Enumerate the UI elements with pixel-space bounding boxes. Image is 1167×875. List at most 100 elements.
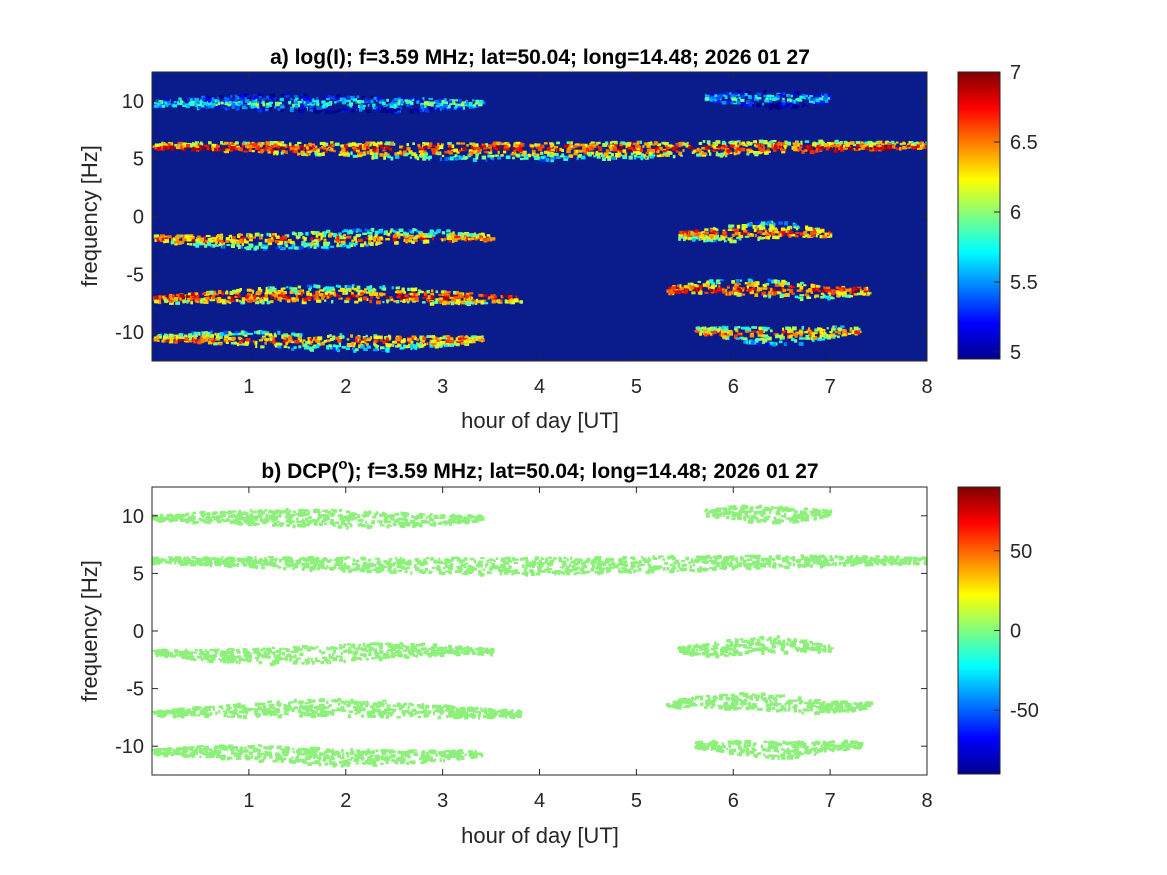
spectrogram-cell bbox=[234, 295, 238, 298]
spectrogram-cell bbox=[447, 296, 450, 300]
spectrogram-cell bbox=[447, 142, 452, 145]
spectrogram-cell bbox=[415, 287, 418, 291]
spectrogram-cell bbox=[393, 519, 398, 523]
spectrogram-cell bbox=[378, 335, 383, 340]
spectrogram-cell bbox=[680, 141, 685, 146]
spectrogram-cell bbox=[840, 325, 845, 328]
spectrogram-cell bbox=[449, 156, 455, 161]
spectrogram-cell bbox=[335, 96, 340, 101]
spectrogram-cell bbox=[273, 143, 278, 148]
spectrogram-cell bbox=[370, 522, 375, 525]
spectrogram-cell bbox=[533, 155, 539, 158]
spectrogram-cell bbox=[320, 235, 323, 240]
spectrogram-cell bbox=[762, 338, 768, 343]
spectrogram-cell bbox=[437, 342, 442, 347]
spectrogram-cell bbox=[189, 236, 193, 240]
spectrogram-cell bbox=[397, 343, 400, 348]
spectrogram-cell bbox=[815, 234, 818, 238]
spectrogram-cell bbox=[757, 225, 762, 228]
spectrogram-cell bbox=[316, 241, 319, 244]
spectrogram-cell bbox=[302, 242, 308, 247]
spectrogram-cell bbox=[464, 339, 468, 343]
spectrogram-cell bbox=[711, 330, 717, 334]
spectrogram-cell bbox=[462, 520, 467, 523]
spectrogram-cell bbox=[546, 153, 551, 157]
spectrogram-cell bbox=[740, 92, 744, 95]
spectrogram-cell bbox=[731, 97, 737, 101]
spectrogram-cell bbox=[221, 291, 225, 296]
spectrogram-cell bbox=[375, 145, 379, 148]
spectrogram-cell bbox=[391, 286, 394, 290]
spectrogram-cell bbox=[561, 153, 564, 157]
spectrogram-cell bbox=[462, 155, 465, 158]
spectrogram-cell bbox=[294, 148, 298, 152]
spectrogram-cell bbox=[281, 335, 285, 339]
spectrogram-cell bbox=[303, 93, 307, 97]
spectrogram-cell bbox=[353, 513, 358, 516]
spectrogram-cell bbox=[780, 147, 783, 151]
spectrogram-cell bbox=[749, 333, 755, 338]
spectrogram-cell bbox=[857, 288, 860, 292]
spectrogram-cell bbox=[845, 143, 850, 147]
spectrogram-cell bbox=[176, 145, 180, 150]
spectrogram-cell bbox=[297, 285, 301, 289]
spectrogram-cell bbox=[365, 237, 369, 240]
spectrogram-cell bbox=[307, 337, 312, 341]
spectrogram-cell bbox=[255, 344, 258, 348]
spectrogram-cell bbox=[270, 286, 275, 289]
spectrogram-cell bbox=[303, 108, 308, 111]
spectrogram-cell bbox=[350, 513, 356, 517]
spectrogram-cell bbox=[655, 147, 660, 151]
spectrogram-cell bbox=[255, 96, 259, 99]
spectrogram-cell bbox=[379, 153, 384, 157]
panel-b-title-superscript: o bbox=[338, 456, 347, 473]
spectrogram-cell bbox=[748, 340, 751, 345]
spectrogram-cell bbox=[399, 335, 402, 340]
spectrogram-cell bbox=[179, 297, 182, 301]
spectrogram-cell bbox=[242, 238, 245, 242]
spectrogram-cell bbox=[760, 148, 765, 152]
spectrogram-cell bbox=[658, 146, 663, 151]
spectrogram-cell bbox=[295, 235, 301, 239]
spectrogram-cell bbox=[868, 143, 874, 148]
spectrogram-cell bbox=[428, 232, 432, 237]
spectrogram-cell bbox=[706, 140, 711, 145]
spectrogram-cell bbox=[857, 292, 862, 296]
spectrogram-cell bbox=[240, 240, 243, 244]
spectrogram-cell bbox=[265, 338, 269, 342]
spectrogram-cell bbox=[472, 99, 475, 102]
spectrogram-cell bbox=[461, 301, 465, 305]
spectrogram-cell bbox=[522, 152, 526, 156]
spectrogram-cell bbox=[350, 292, 354, 296]
spectrogram-cell bbox=[177, 294, 180, 299]
spectrogram-cell bbox=[182, 103, 187, 107]
spectrogram-cell bbox=[221, 106, 225, 109]
spectrogram-cell bbox=[177, 142, 183, 145]
spectrogram-cell bbox=[252, 103, 256, 106]
spectrogram-cell bbox=[775, 235, 780, 240]
spectrogram-cell bbox=[774, 283, 779, 287]
spectrogram-cell bbox=[756, 330, 760, 334]
spectrogram-cell bbox=[714, 94, 718, 98]
spectrogram-cell bbox=[781, 330, 786, 334]
spectrogram-cell bbox=[266, 232, 269, 237]
spectrogram-cell bbox=[427, 146, 431, 149]
spectrogram-cell bbox=[427, 234, 432, 238]
spectrogram-cell bbox=[429, 344, 434, 348]
spectrogram-cell bbox=[346, 297, 350, 301]
spectrogram-cell bbox=[721, 288, 724, 291]
spectrogram-cell bbox=[288, 145, 292, 149]
spectrogram-cell bbox=[159, 146, 165, 151]
panel-a-x-axis-label: hour of day [UT] bbox=[461, 408, 619, 433]
spectrogram-cell bbox=[412, 228, 416, 232]
spectrogram-cell bbox=[294, 246, 299, 250]
spectrogram-cell bbox=[712, 228, 716, 233]
spectrogram-cell bbox=[817, 337, 822, 341]
spectrogram-cell bbox=[153, 336, 157, 339]
spectrogram-cell bbox=[186, 294, 190, 298]
spectrogram-cell bbox=[207, 238, 212, 241]
spectrogram-cell bbox=[312, 147, 318, 151]
spectrogram-cell bbox=[370, 242, 374, 246]
spectrogram-cell bbox=[291, 145, 295, 148]
spectrogram-cell bbox=[292, 103, 295, 107]
